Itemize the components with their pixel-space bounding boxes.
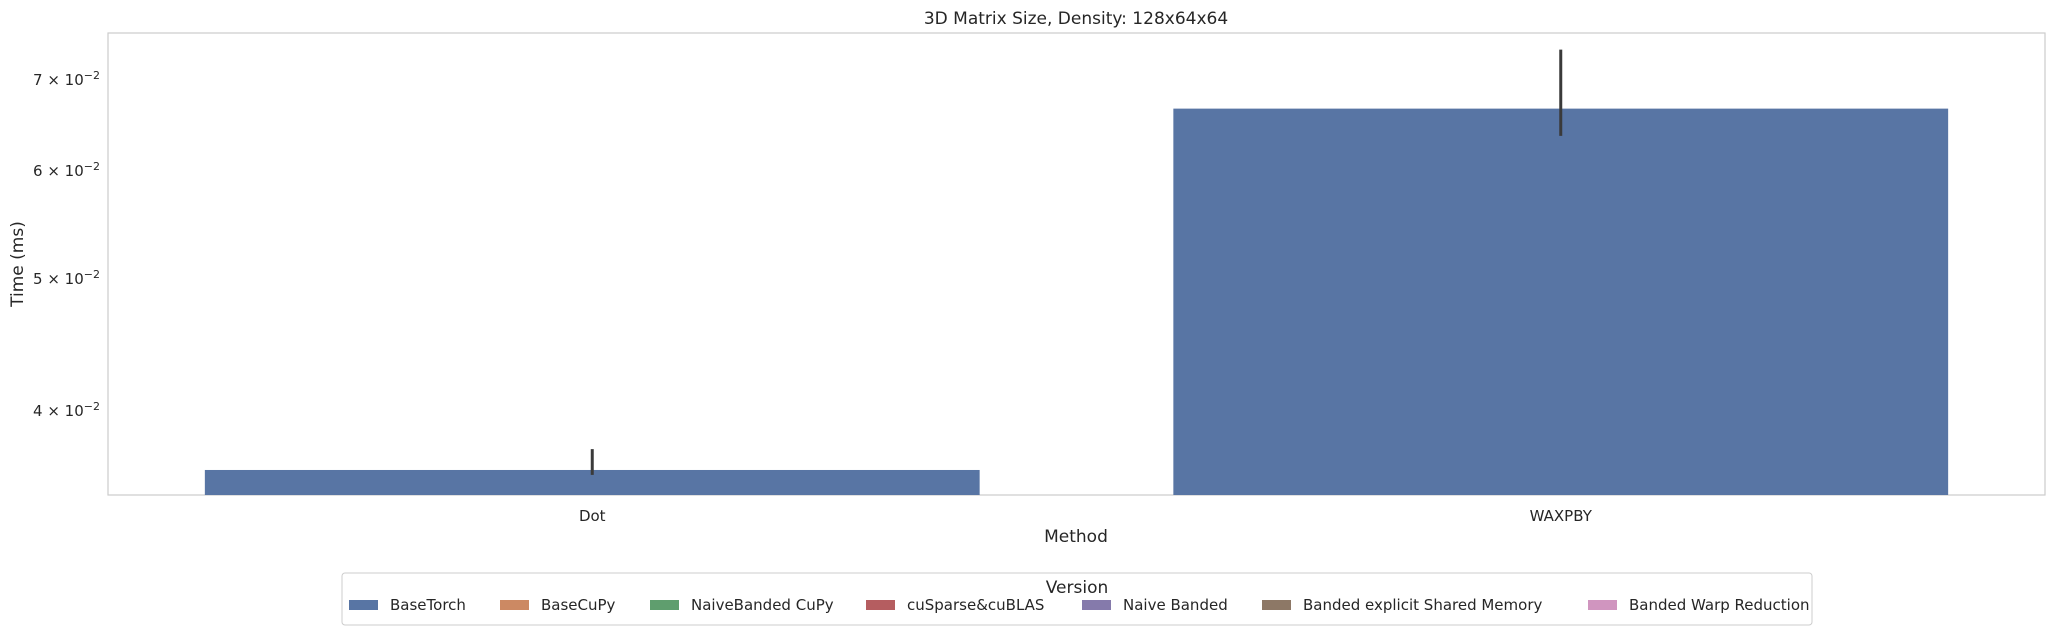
legend-item: Banded Warp Reduction <box>1588 596 1810 614</box>
legend-item: Banded explicit Shared Memory <box>1262 596 1542 614</box>
legend-label: NaiveBanded CuPy <box>691 596 834 614</box>
y-tick-label: 4 × 10−2 <box>33 400 100 420</box>
legend-swatch <box>500 600 529 610</box>
legend: Version BaseTorch BaseCuPy NaiveBanded CuP… <box>341 572 1813 626</box>
y-axis-label: Time (ms) <box>8 221 28 308</box>
legend-label: BaseTorch <box>390 596 466 614</box>
error-bars-group <box>590 49 1563 475</box>
y-tick-labels: 4 × 10−2 5 × 10−2 6 × 10−2 7 × 10−2 <box>33 69 100 420</box>
legend-swatch <box>650 600 679 610</box>
legend-label: Banded explicit Shared Memory <box>1303 596 1542 614</box>
legend-items: BaseTorch BaseCuPy NaiveBanded CuPy cuSpars… <box>349 596 1810 614</box>
legend-swatch <box>866 600 895 610</box>
legend-item: Naive Banded <box>1082 596 1228 614</box>
y-tick-label: 7 × 10−2 <box>33 69 100 89</box>
legend-swatch <box>1588 600 1617 610</box>
legend-title: Version <box>1046 578 1109 598</box>
chart-title: 3D Matrix Size, Density: 128x64x64 <box>924 9 1228 29</box>
legend-item: BaseTorch <box>349 596 466 614</box>
legend-label: Banded Warp Reduction <box>1629 596 1810 614</box>
legend-item: BaseCuPy <box>500 596 616 614</box>
bars-group <box>204 108 1949 496</box>
legend-swatch <box>349 600 378 610</box>
y-tick-label: 5 × 10−2 <box>33 268 100 288</box>
x-tick-label: Dot <box>579 507 606 525</box>
legend-item: NaiveBanded CuPy <box>650 596 834 614</box>
bar <box>1173 108 1949 496</box>
legend-swatch <box>1262 600 1291 610</box>
y-tick-label: 6 × 10−2 <box>33 160 100 180</box>
legend-label: Naive Banded <box>1123 596 1228 614</box>
legend-swatch <box>1082 600 1111 610</box>
legend-label: cuSparse&cuBLAS <box>907 596 1044 614</box>
legend-item: cuSparse&cuBLAS <box>866 596 1044 614</box>
legend-label: BaseCuPy <box>541 596 616 614</box>
x-tick-label: WAXPBY <box>1530 507 1593 525</box>
x-tick-labels: Dot WAXPBY <box>579 507 1593 525</box>
legend-box <box>341 572 1813 626</box>
x-axis-label: Method <box>1044 527 1108 547</box>
